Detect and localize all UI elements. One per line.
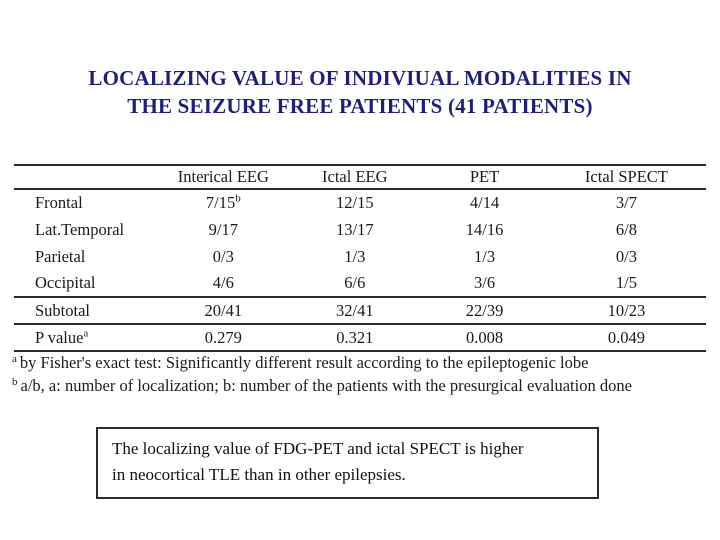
table-body: Frontal 7/15b 12/15 4/14 3/7 Lat.Temporal 9/17… [14, 189, 706, 351]
table-header-row: Interical EEG Ictal EEG PET Ictal SPECT [14, 165, 706, 189]
column-header-interical-eeg: Interical EEG [177, 167, 269, 186]
footnotes: a by Fisher's exact test: Significantly d… [12, 351, 708, 397]
table-row: Parietal 0/3 1/3 1/3 0/3 [14, 243, 706, 270]
table-cell: 0.279 [204, 327, 242, 347]
cell-superscript: b [235, 192, 241, 205]
table-cell: 22/39 [465, 300, 504, 320]
table-cell: 13/17 [336, 219, 374, 239]
column-header-ictal-eeg: Ictal EEG [322, 167, 388, 186]
table-cell: 14/16 [465, 219, 504, 239]
table-cell: 12/15 [336, 193, 374, 212]
conclusion-box: The localizing value of FDG-PET and icta… [96, 427, 599, 499]
table-cell: 9/17 [208, 219, 238, 239]
table-row: P valuea 0.279 0.321 0.008 0.049 [14, 324, 706, 351]
table-cell: 1/3 [473, 246, 496, 266]
table-cell: 6/8 [615, 219, 637, 239]
conclusion-text-line-2: in neocortical TLE than in other epileps… [112, 465, 406, 484]
table-row: Subtotal 20/41 32/41 22/39 10/23 [14, 297, 706, 324]
table-cell: 6/6 [344, 273, 366, 292]
table-cell: 4/14 [469, 193, 500, 212]
footnote-b-text: a/b, a: number of localization; b: numbe… [20, 376, 632, 395]
title-line-2: THE SEIZURE FREE PATIENTS (41 PATIENTS) [127, 94, 593, 118]
conclusion-text-line-1: The localizing value of FDG-PET and icta… [112, 439, 524, 458]
table-cell: 10/23 [607, 300, 646, 320]
table-cell: 0.008 [465, 327, 504, 347]
row-label: Subtotal [35, 300, 91, 320]
row-label: Occipital [35, 273, 96, 292]
row-label-superscript: a [83, 327, 89, 339]
row-label: Frontal [35, 193, 83, 212]
results-table: Interical EEG Ictal EEG PET Ictal SPECT … [14, 164, 706, 352]
table-row: Occipital 4/6 6/6 3/6 1/5 [14, 270, 706, 297]
footnote-b-marker: b [12, 375, 18, 388]
column-header-pet: PET [469, 167, 500, 186]
table-cell: 0/3 [212, 246, 234, 266]
title-line-1: LOCALIZING VALUE OF INDIVIUAL MODALITIES… [88, 66, 632, 90]
table-row: Frontal 7/15b 12/15 4/14 3/7 [14, 189, 706, 216]
table-cell: 1/3 [344, 246, 366, 266]
table-cell: 0.049 [607, 327, 645, 347]
table-cell: 3/6 [473, 273, 496, 292]
column-header-ictal-spect: Ictal SPECT [584, 167, 668, 186]
table-cell: 3/7 [615, 193, 637, 212]
table-cell: 1/5 [615, 273, 637, 292]
row-label: P valuea [35, 327, 89, 347]
row-label: Parietal [35, 246, 86, 266]
table-cell: 0/3 [615, 246, 637, 266]
table-row: Lat.Temporal 9/17 13/17 14/16 6/8 [14, 216, 706, 243]
footnote-a: a by Fisher's exact test: Significantly d… [12, 351, 708, 374]
table-cell: 0.321 [336, 327, 374, 347]
corner-cell [14, 165, 159, 189]
footnote-a-text: by Fisher's exact test: Significantly di… [19, 353, 589, 372]
table-cell: 32/41 [336, 300, 374, 320]
slide-title: LOCALIZING VALUE OF INDIVIUAL MODALITIES… [0, 64, 720, 120]
footnote-a-marker: a [12, 352, 17, 365]
table-cell: 4/6 [212, 273, 234, 292]
table-cell: 7/15b [205, 192, 241, 212]
footnote-b: b a/b, a: number of localization; b: numb… [12, 374, 708, 397]
table-cell: 20/41 [204, 300, 243, 320]
row-label: Lat.Temporal [35, 219, 125, 239]
